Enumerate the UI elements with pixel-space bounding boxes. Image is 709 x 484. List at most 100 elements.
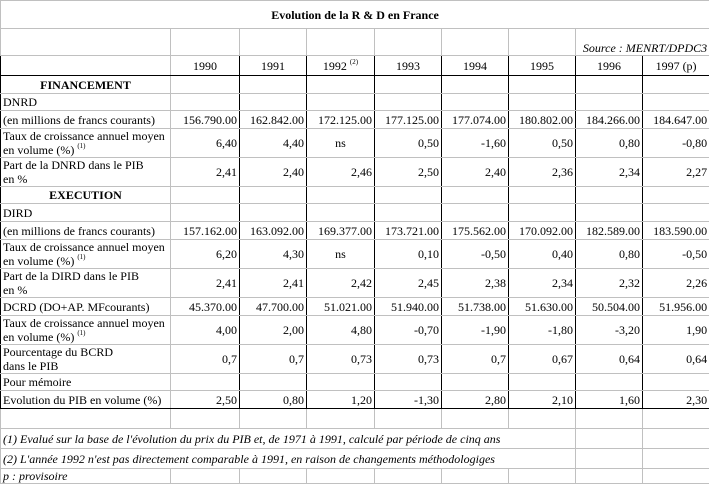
table-row: (en millions de francs courants) 157.162.… — [1, 222, 709, 240]
value-cell: 162.842.00 — [240, 111, 307, 129]
value-cell: 177.125.00 — [375, 111, 442, 129]
label-line: Evolution du PIB en volume (%) — [3, 393, 161, 407]
value-cell: 2,40 — [442, 158, 509, 187]
footnote: (2) L'année 1992 n'est pas directement c… — [1, 449, 576, 469]
value-cell: 51.940.00 — [375, 298, 442, 316]
value-cell — [307, 187, 375, 204]
row-label: Pour mémoire — [1, 374, 171, 391]
label-line: Part de la DIRD dans le PIB — [3, 269, 139, 283]
value-cell — [442, 76, 509, 94]
year-label: 1990 — [193, 59, 217, 73]
label-line: DNRD — [3, 95, 37, 109]
value-cell: ns — [307, 240, 375, 269]
value-cell: 157.162.00 — [171, 222, 240, 240]
table-row: Pour mémoire — [1, 374, 709, 391]
value-cell: 170.092.00 — [509, 222, 576, 240]
section-row: EXECUTION — [1, 187, 709, 204]
value-cell: 0,64 — [643, 345, 709, 374]
label-line: EXECUTION — [49, 188, 122, 202]
value-cell: 47.700.00 — [240, 298, 307, 316]
value-cell: -0,70 — [375, 316, 442, 345]
footnote-ref: (1) — [77, 253, 85, 261]
value-cell: 180.802.00 — [509, 111, 576, 129]
value-cell: 2,41 — [171, 158, 240, 187]
value-cell: 183.590.00 — [643, 222, 709, 240]
table-row: (en millions de francs courants) 156.790.… — [1, 111, 709, 129]
label-line: Pourcentage du BCRD — [3, 345, 113, 359]
value-cell: 2,30 — [643, 391, 709, 409]
value-cell — [643, 76, 709, 94]
value-cell — [643, 94, 709, 111]
label-line: (en millions de francs courants) — [3, 224, 155, 238]
value-cell: 2,41 — [171, 269, 240, 298]
table-title: Evolution de la R & D en France — [1, 1, 709, 29]
row-label: (en millions de francs courants) — [1, 222, 171, 240]
value-cell: -0,50 — [643, 240, 709, 269]
value-cell: 0,73 — [307, 345, 375, 374]
value-cell — [509, 76, 576, 94]
value-cell: 2,38 — [442, 269, 509, 298]
value-cell: 0,40 — [509, 240, 576, 269]
label-line: en volume (%) — [3, 330, 74, 344]
value-cell: 0,7 — [171, 345, 240, 374]
value-cell: 0,50 — [375, 129, 442, 158]
value-cell: 2,27 — [643, 158, 709, 187]
label-line: FINANCEMENT — [40, 78, 131, 92]
label-line: Taux de croissance annuel moyen — [3, 316, 165, 330]
value-cell: -0,80 — [643, 129, 709, 158]
label-line: en volume (%) — [3, 143, 74, 157]
value-cell: 2,50 — [171, 391, 240, 409]
year-header: 1993 — [375, 56, 442, 76]
value-cell: 4,40 — [240, 129, 307, 158]
value-cell — [375, 76, 442, 94]
value-cell: 175.562.00 — [442, 222, 509, 240]
year-label: 1992 — [323, 59, 347, 73]
value-cell: 172.125.00 — [307, 111, 375, 129]
year-label: 1997 (p) — [656, 59, 697, 73]
value-cell — [576, 94, 643, 111]
value-cell — [171, 76, 240, 94]
year-header: 1990 — [171, 56, 240, 76]
value-cell: 2,26 — [643, 269, 709, 298]
value-cell: 0,50 — [509, 129, 576, 158]
value-cell: 169.377.00 — [307, 222, 375, 240]
value-cell: 2,46 — [307, 158, 375, 187]
value-cell: 2,34 — [509, 269, 576, 298]
value-cell: 2,00 — [240, 316, 307, 345]
year-header: 1997 (p) — [643, 56, 709, 76]
label-line: (en millions de francs courants) — [3, 113, 155, 127]
value-cell — [240, 94, 307, 111]
section-heading: FINANCEMENT — [1, 76, 171, 94]
label-line: en volume (%) — [3, 254, 74, 268]
value-cell — [307, 374, 375, 391]
value-cell: 51.630.00 — [509, 298, 576, 316]
footnote-ref: (1) — [77, 142, 85, 150]
value-cell — [307, 94, 375, 111]
value-cell: 156.790.00 — [171, 111, 240, 129]
year-header: 1994 — [442, 56, 509, 76]
value-cell: 2,32 — [576, 269, 643, 298]
value-cell: -1,90 — [442, 316, 509, 345]
value-cell — [442, 204, 509, 222]
value-cell: 2,34 — [576, 158, 643, 187]
value-cell — [509, 204, 576, 222]
value-cell — [643, 187, 709, 204]
value-cell: 2,45 — [375, 269, 442, 298]
value-cell: 184.647.00 — [643, 111, 709, 129]
table-row: DIRD — [1, 204, 709, 222]
row-label: DCRD (DO+AP. MFcourants) — [1, 298, 171, 316]
value-cell: 50.504.00 — [576, 298, 643, 316]
value-cell — [576, 374, 643, 391]
value-cell: ns — [307, 129, 375, 158]
value-cell — [171, 204, 240, 222]
value-cell: 0,10 — [375, 240, 442, 269]
year-label: 1995 — [530, 59, 554, 73]
